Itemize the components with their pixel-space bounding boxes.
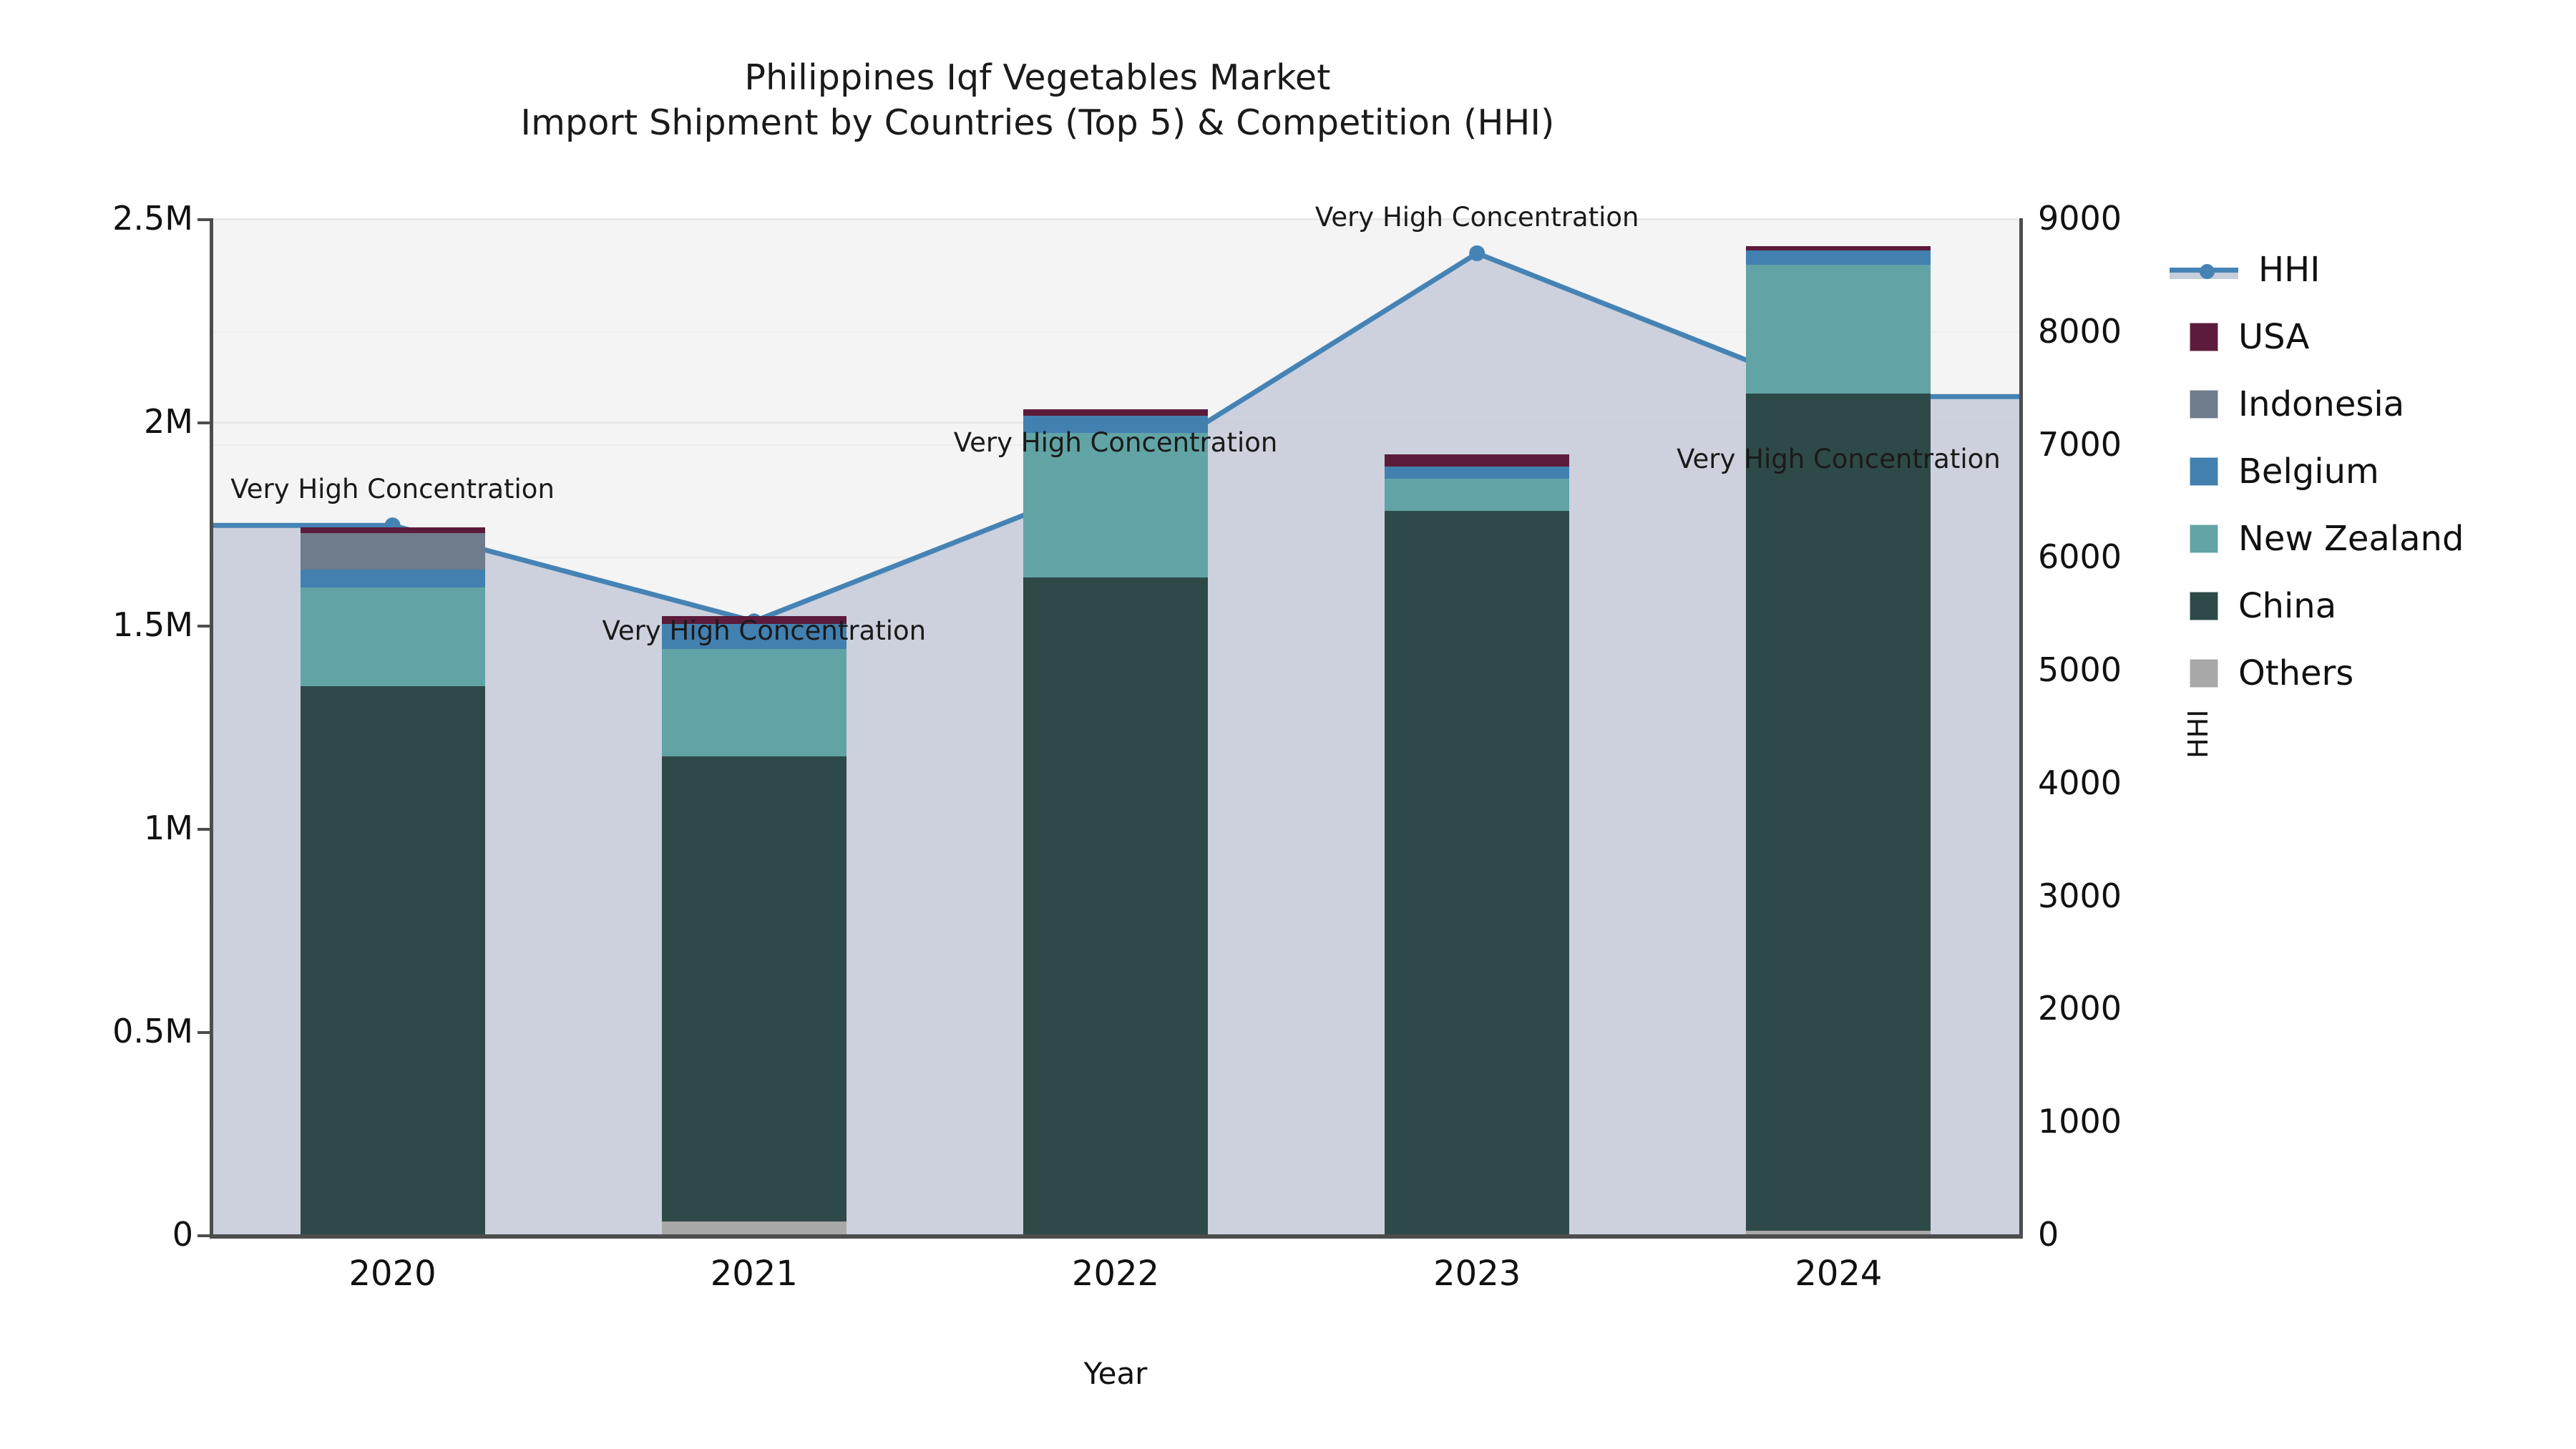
x-axis-tick-label-2024: 2024 <box>1795 1254 1883 1294</box>
annotation-concentration-2024: Very High Concentration <box>1677 444 2001 475</box>
x-axis-tick-label-2021: 2021 <box>710 1254 798 1294</box>
bar-group[interactable] <box>661 218 847 1234</box>
bar-segment-usa[interactable] <box>1023 409 1208 416</box>
x-axis-tick-label-2023: 2023 <box>1433 1254 1521 1294</box>
legend-swatch <box>2190 525 2218 553</box>
legend-swatch <box>2190 592 2218 620</box>
y-axis-right-tick-label: 8000 <box>2038 311 2122 351</box>
bar-segment-new-zealand[interactable] <box>300 587 485 686</box>
legend-item-china[interactable]: China <box>2190 572 2562 640</box>
y-axis-right-tick-label: 6000 <box>2038 537 2122 577</box>
y-axis-right-line <box>2019 218 2023 1239</box>
y-axis-left-line <box>210 218 213 1239</box>
bar-segment-belgium[interactable] <box>300 569 485 588</box>
bar-segment-new-zealand[interactable] <box>1023 433 1208 577</box>
x-axis-title: Year <box>1083 1356 1148 1391</box>
y-axis-left-tickmark <box>197 625 210 628</box>
legend-label: China <box>2238 586 2337 626</box>
legend-item-hhi[interactable]: HHI <box>2170 236 2562 303</box>
legend-label: New Zealand <box>2238 519 2464 559</box>
y-axis-left-tick-label: 0 <box>172 1215 193 1254</box>
legend-label: Others <box>2238 653 2354 693</box>
x-axis-line <box>212 1234 2019 1239</box>
y-axis-left-tickmark <box>197 828 210 831</box>
bar-segment-others[interactable] <box>1746 1231 1931 1234</box>
bar-segment-belgium[interactable] <box>1385 467 1570 479</box>
bar-group[interactable] <box>1385 218 1570 1234</box>
y-axis-right-title: HHI <box>2182 709 2214 758</box>
gridline-minor <box>212 331 2019 333</box>
y-axis-right-tick-label: 3000 <box>2038 876 2122 915</box>
annotation-concentration-2022: Very High Concentration <box>953 427 1278 459</box>
legend-item-new-zealand[interactable]: New Zealand <box>2190 505 2562 572</box>
annotation-concentration-2021: Very High Concentration <box>602 615 927 647</box>
hhi-data-point[interactable] <box>1469 245 1485 261</box>
plot-area <box>212 218 2019 1236</box>
y-axis-right-tick-label: 0 <box>2038 1215 2059 1254</box>
legend-item-belgium[interactable]: Belgium <box>2190 438 2562 505</box>
bar-segment-china[interactable] <box>300 686 485 1234</box>
legend-item-others[interactable]: Others <box>2190 640 2562 707</box>
y-axis-left-tick-label: 2M <box>144 402 193 441</box>
bar-segment-usa[interactable] <box>1746 246 1931 251</box>
bar-segment-others[interactable] <box>661 1221 847 1234</box>
bar-group[interactable] <box>1023 218 1208 1234</box>
y-axis-left-tick-label: 1.5M <box>112 605 193 644</box>
annotation-concentration-2023: Very High Concentration <box>1314 201 1639 233</box>
bar-segment-china[interactable] <box>1385 510 1570 1234</box>
y-axis-left-tickmark <box>197 421 210 424</box>
bar-segment-china[interactable] <box>1023 577 1208 1234</box>
legend-swatch <box>2190 457 2218 486</box>
legend-item-usa[interactable]: USA <box>2190 303 2562 371</box>
legend-label: HHI <box>2258 250 2321 290</box>
y-axis-right-tick-label: 4000 <box>2038 763 2122 802</box>
y-axis-left-tick-label: 2.5M <box>112 199 193 238</box>
y-axis-right-tick-label: 9000 <box>2038 199 2122 238</box>
y-axis-right-tick-label: 7000 <box>2038 424 2122 464</box>
legend-label: Indonesia <box>2238 384 2405 424</box>
legend: HHI USA Indonesia Belgium New Zealand China Ot… <box>2170 236 2562 707</box>
bar-segment-belgium[interactable] <box>1023 416 1208 434</box>
gridline-major <box>212 218 2019 220</box>
bar-segment-usa[interactable] <box>1385 454 1570 467</box>
bar-segment-usa[interactable] <box>300 527 485 533</box>
legend-item-indonesia[interactable]: Indonesia <box>2190 371 2562 438</box>
legend-swatch <box>2190 323 2218 351</box>
annotation-concentration-2020: Very High Concentration <box>230 474 555 505</box>
bar-segment-new-zealand[interactable] <box>1385 479 1570 511</box>
bar-segment-belgium[interactable] <box>661 624 847 650</box>
y-axis-left-tick-label: 1M <box>144 809 193 847</box>
y-axis-left-tick-label: 0.5M <box>112 1012 193 1050</box>
y-axis-left-tickmark <box>197 1234 210 1237</box>
bar-segment-new-zealand[interactable] <box>661 649 847 757</box>
bar-group[interactable] <box>300 218 485 1234</box>
bar-segment-usa[interactable] <box>661 615 847 625</box>
y-axis-right-tick-label: 1000 <box>2038 1102 2122 1141</box>
bar-group[interactable] <box>1746 218 1931 1234</box>
legend-swatch <box>2190 390 2218 419</box>
x-axis-tick-label-2020: 2020 <box>348 1254 436 1294</box>
y-axis-left-tickmark <box>197 1031 210 1034</box>
chart-title: Philippines Iqf Vegetables Market Import… <box>0 56 2075 145</box>
bar-segment-indonesia[interactable] <box>300 532 485 570</box>
bar-segment-new-zealand[interactable] <box>1746 264 1931 394</box>
chart-title-line-1: Philippines Iqf Vegetables Market <box>744 57 1331 98</box>
bar-segment-china[interactable] <box>661 756 847 1222</box>
x-axis-tick-label-2022: 2022 <box>1071 1254 1160 1294</box>
chart-title-line-2: Import Shipment by Countries (Top 5) & C… <box>520 102 1555 143</box>
y-axis-right-tick-label: 5000 <box>2038 650 2122 690</box>
legend-line-dot <box>2200 264 2215 279</box>
legend-swatch <box>2190 659 2218 688</box>
legend-label: Belgium <box>2238 452 2379 492</box>
y-axis-left-tickmark <box>197 218 210 221</box>
y-axis-right-tick-label: 2000 <box>2038 989 2122 1028</box>
legend-label: USA <box>2238 317 2310 357</box>
bar-segment-china[interactable] <box>1746 393 1931 1231</box>
bar-segment-belgium[interactable] <box>1746 250 1931 265</box>
legend-line-marker <box>2170 255 2238 284</box>
